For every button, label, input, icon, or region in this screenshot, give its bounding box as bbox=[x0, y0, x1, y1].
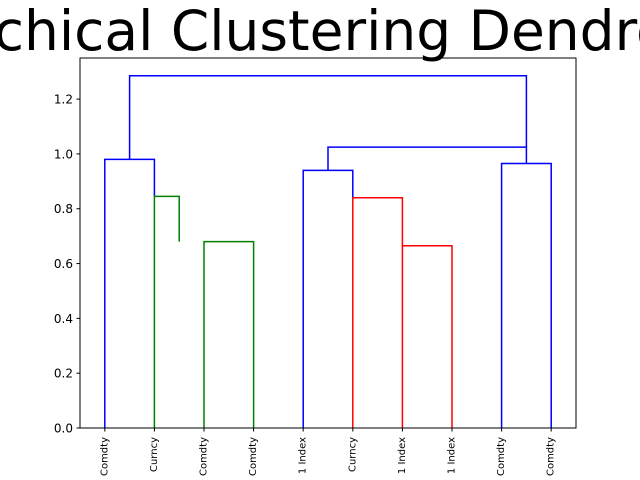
dendrogram-link-0 bbox=[104, 158, 156, 428]
dendrogram-links bbox=[104, 75, 552, 428]
y-tick-label-4: 0.8 bbox=[54, 202, 73, 216]
y-tick-label-0: 0.0 bbox=[54, 422, 73, 436]
dendrogram-link-1 bbox=[153, 195, 180, 428]
leaf-label-3: Comdty bbox=[248, 437, 259, 476]
dendrogram-link-3 bbox=[302, 169, 354, 428]
leaf-label-6: 1 Index bbox=[397, 437, 408, 474]
y-axis: 0.0 0.2 0.4 0.6 0.8 1.0 1.2 bbox=[54, 93, 80, 436]
y-tick-label-6: 1.2 bbox=[54, 93, 73, 107]
y-tick-label-5: 1.0 bbox=[54, 147, 73, 161]
leaf-label-4: 1 Index bbox=[298, 437, 309, 474]
x-axis: Comdty Curncy Comdty Comdty 1 Index Curncy 1 I… bbox=[99, 428, 557, 476]
y-tick-label-2: 0.4 bbox=[54, 312, 73, 326]
chart-title: Hierarchical Clustering Dendrogram bbox=[0, 0, 640, 63]
leaf-label-5: Curncy bbox=[347, 437, 358, 472]
dendrogram-link-2 bbox=[203, 240, 255, 428]
leaf-label-9: Comdty bbox=[546, 437, 557, 476]
dendrogram-link-4 bbox=[352, 197, 404, 428]
y-tick-label-1: 0.2 bbox=[54, 367, 73, 381]
leaf-label-0: Comdty bbox=[99, 437, 110, 476]
leaf-label-8: Comdty bbox=[496, 437, 507, 476]
dendrogram-link-7 bbox=[128, 75, 528, 160]
dendrogram-link-6 bbox=[500, 162, 552, 428]
dendrogram-link-8 bbox=[327, 146, 528, 171]
leaf-label-7: 1 Index bbox=[447, 437, 458, 474]
leaf-label-2: Comdty bbox=[199, 437, 210, 476]
y-tick-label-3: 0.6 bbox=[54, 257, 73, 271]
dendrogram-link-5 bbox=[401, 244, 453, 428]
plot-frame bbox=[79, 57, 577, 429]
leaf-label-1: Curncy bbox=[149, 437, 160, 472]
